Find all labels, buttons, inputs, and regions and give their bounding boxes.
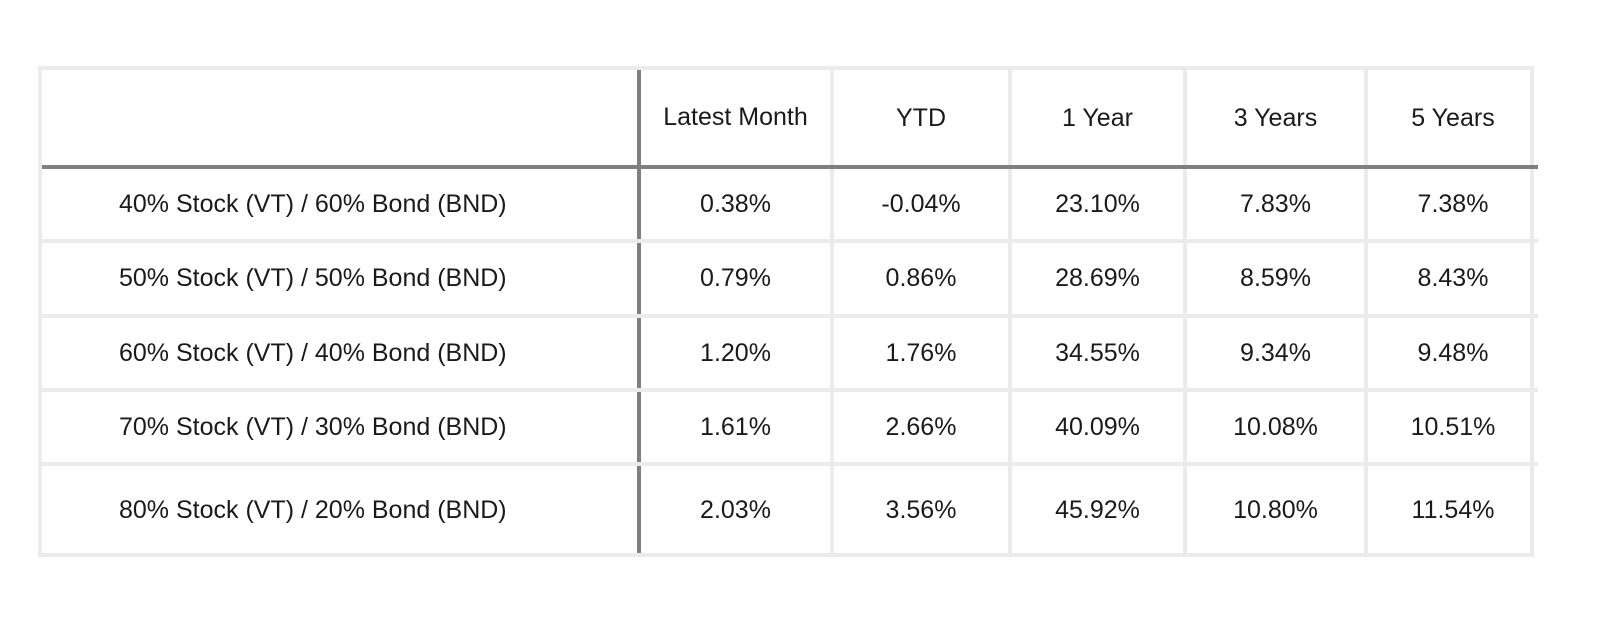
cell-1-year: 45.92% xyxy=(1008,464,1185,553)
cell-3-years: 10.80% xyxy=(1183,464,1366,553)
table-row: 80% Stock (VT) / 20% Bond (BND) 2.03% 3.… xyxy=(42,464,1538,553)
returns-table: Latest Month YTD 1 Year 3 Years 5 Years … xyxy=(42,70,1538,553)
cell-ytd: 2.66% xyxy=(830,389,1010,467)
row-label: 70% Stock (VT) / 30% Bond (BND) xyxy=(42,389,641,467)
cell-5-years: 10.51% xyxy=(1364,389,1538,467)
cell-3-years: 9.34% xyxy=(1183,315,1366,392)
cell-3-years: 10.08% xyxy=(1183,389,1366,467)
cell-1-year: 23.10% xyxy=(1008,167,1185,244)
header-3-years: 3 Years xyxy=(1183,70,1366,169)
header-1-year: 1 Year xyxy=(1008,70,1185,169)
cell-latest-month: 2.03% xyxy=(700,495,771,524)
cell-latest-month: 1.20% xyxy=(639,315,832,392)
cell-ytd: 3.56% xyxy=(830,464,1010,553)
header-latest-month: Latest Month xyxy=(639,70,832,169)
returns-table-container: Latest Month YTD 1 Year 3 Years 5 Years … xyxy=(38,66,1538,557)
cell-ytd: 1.76% xyxy=(830,315,1010,392)
table-row: 50% Stock (VT) / 50% Bond (BND) 0.79% 0.… xyxy=(42,241,1538,318)
header-ytd: YTD xyxy=(830,70,1010,169)
row-label: 80% Stock (VT) / 20% Bond (BND) xyxy=(42,464,641,553)
cell-ytd: 0.86% xyxy=(830,241,1010,318)
row-label: 60% Stock (VT) / 40% Bond (BND) xyxy=(42,315,641,392)
cell-3-years: 8.59% xyxy=(1183,241,1366,318)
cell-latest-month: 0.38% xyxy=(639,167,832,244)
cell-1-year: 28.69% xyxy=(1008,241,1185,318)
table-row: 40% Stock (VT) / 60% Bond (BND) 0.38% -0… xyxy=(42,167,1538,244)
header-empty-cell xyxy=(42,70,641,169)
table-row: 60% Stock (VT) / 40% Bond (BND) 1.20% 1.… xyxy=(42,315,1538,392)
row-label: 50% Stock (VT) / 50% Bond (BND) xyxy=(42,241,641,318)
cell-5-years: 7.38% xyxy=(1364,167,1538,244)
header-row: Latest Month YTD 1 Year 3 Years 5 Years xyxy=(42,70,1538,169)
cell-5-years: 11.54% xyxy=(1364,464,1538,553)
cell-1-year: 40.09% xyxy=(1008,389,1185,467)
row-label: 40% Stock (VT) / 60% Bond (BND) xyxy=(42,167,641,244)
header-5-years: 5 Years xyxy=(1364,70,1538,169)
cell-ytd: -0.04% xyxy=(830,167,1010,244)
cell-5-years: 9.48% xyxy=(1364,315,1538,392)
cell-latest-month: 1.61% xyxy=(639,389,832,467)
cell-1-year: 34.55% xyxy=(1008,315,1185,392)
cell-3-years: 7.83% xyxy=(1183,167,1366,244)
cell-5-years: 8.43% xyxy=(1364,241,1538,318)
table-row: 70% Stock (VT) / 30% Bond (BND) 1.61% 2.… xyxy=(42,389,1538,467)
cell-latest-month: 0.79% xyxy=(639,241,832,318)
